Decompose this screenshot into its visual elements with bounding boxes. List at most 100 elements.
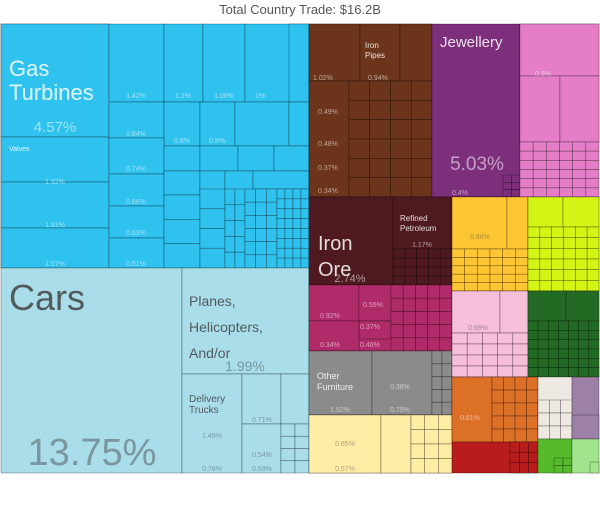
tile-instruments	[558, 348, 569, 359]
tile-stone-glass	[491, 376, 504, 391]
tile-machinery	[276, 218, 286, 229]
tile-instruments	[547, 348, 559, 359]
tile-metals	[369, 100, 391, 120]
tile-metals	[390, 177, 412, 198]
tile-foodstuffs	[451, 196, 508, 250]
tile-instruments	[527, 290, 567, 322]
tile-footwear	[553, 457, 564, 466]
tile-other-furniture	[308, 350, 373, 416]
tile-instruments	[588, 367, 600, 378]
tile-wood	[537, 399, 550, 414]
tile-machinery	[292, 257, 302, 269]
tile-machinery	[300, 238, 310, 249]
tile-machinery	[276, 208, 286, 219]
label-gas-turbines: Gas	[9, 56, 49, 81]
tile-instruments	[565, 290, 600, 322]
tile-foodstuffs	[502, 265, 516, 275]
tile-misc	[431, 401, 443, 416]
share: 0.61%	[460, 415, 480, 422]
tile-plastics	[512, 332, 529, 345]
tile-textiles	[559, 169, 573, 179]
tile-instruments	[547, 358, 559, 368]
tile-machinery	[224, 220, 236, 237]
tile-stone-glass	[491, 415, 504, 430]
tile-stone-glass	[491, 389, 504, 404]
tile-machinery	[163, 219, 201, 244]
tile-machinery	[244, 228, 256, 242]
tile-instruments	[527, 358, 539, 368]
tile-transportation	[294, 460, 310, 474]
tile-machinery	[108, 101, 165, 139]
tile-foodstuffs	[489, 273, 503, 283]
tile-paper	[424, 414, 439, 430]
tile-machinery	[284, 238, 294, 249]
tile-foodstuffs	[515, 257, 529, 267]
share-iron-pipes: 0.94%	[368, 75, 388, 82]
tile-stone-glass	[491, 428, 504, 443]
label-iron-ore: Ore	[318, 259, 351, 281]
tile-vegetable	[551, 248, 564, 260]
tile-hides	[589, 461, 600, 474]
tile-minerals	[416, 248, 429, 259]
tile-textiles	[519, 160, 534, 170]
tile-machinery	[244, 188, 256, 203]
tile-metals	[369, 158, 391, 178]
share: 0.48%	[318, 141, 338, 148]
tile-vegetable	[539, 226, 552, 238]
tile-machinery	[266, 188, 278, 203]
tile-instruments	[527, 330, 539, 340]
tile-footwear	[562, 457, 573, 466]
tile-vegetable	[586, 269, 600, 281]
share: 1.42%	[126, 93, 146, 100]
tile-precious-metals	[511, 189, 521, 198]
tile-stone-glass	[526, 402, 539, 417]
tile-paper	[410, 429, 425, 445]
tile-machinery	[234, 251, 246, 269]
tile-foodstuffs	[477, 257, 491, 267]
tile-minerals	[392, 257, 406, 268]
tile-metals	[348, 138, 371, 159]
tile-machinery	[224, 251, 236, 269]
tile-transportation	[294, 423, 310, 437]
tile-chemicals	[390, 311, 404, 325]
tile-instruments	[578, 348, 590, 359]
tile-textiles	[532, 187, 547, 198]
tile-plastics	[466, 354, 483, 367]
tile-textiles	[585, 169, 600, 179]
tile-vegetable	[575, 237, 588, 249]
tile-precious-metals	[502, 182, 512, 190]
tile-plastics	[497, 354, 514, 367]
tile-machinery	[108, 23, 165, 103]
tile-instruments	[537, 330, 549, 340]
tile-machinery	[252, 170, 310, 190]
tile-stone-glass	[514, 402, 527, 417]
tile-chemicals	[402, 337, 416, 352]
tile-textiles	[572, 178, 587, 189]
tile-transportation	[280, 435, 296, 449]
tile-machinery	[266, 201, 278, 216]
tile-textiles	[546, 160, 560, 170]
share-planes: 1.99%	[225, 358, 265, 374]
tile-machinery	[292, 218, 302, 229]
tile-instruments	[558, 330, 569, 340]
tile-chemicals	[427, 337, 441, 352]
tile-minerals	[404, 257, 417, 268]
tile-minerals	[392, 275, 406, 286]
tile-instruments	[588, 358, 600, 368]
tile-misc	[441, 389, 453, 403]
tile-chemicals	[427, 284, 441, 299]
tile-precious-metals	[502, 174, 512, 183]
tile-instruments	[537, 367, 549, 378]
tile-machinery	[276, 188, 286, 200]
tile-minerals	[392, 248, 406, 259]
tile-textiles	[572, 187, 587, 198]
tile-machinery	[163, 101, 201, 147]
tile-minerals	[428, 275, 441, 286]
tile-metals	[410, 158, 433, 178]
tile-foodstuffs	[464, 265, 478, 275]
tile-machinery	[284, 208, 294, 219]
share: 0.66%	[126, 199, 146, 206]
share: 1%	[255, 93, 265, 100]
tile-plastics	[482, 332, 498, 345]
tile-vegetable	[527, 258, 541, 270]
